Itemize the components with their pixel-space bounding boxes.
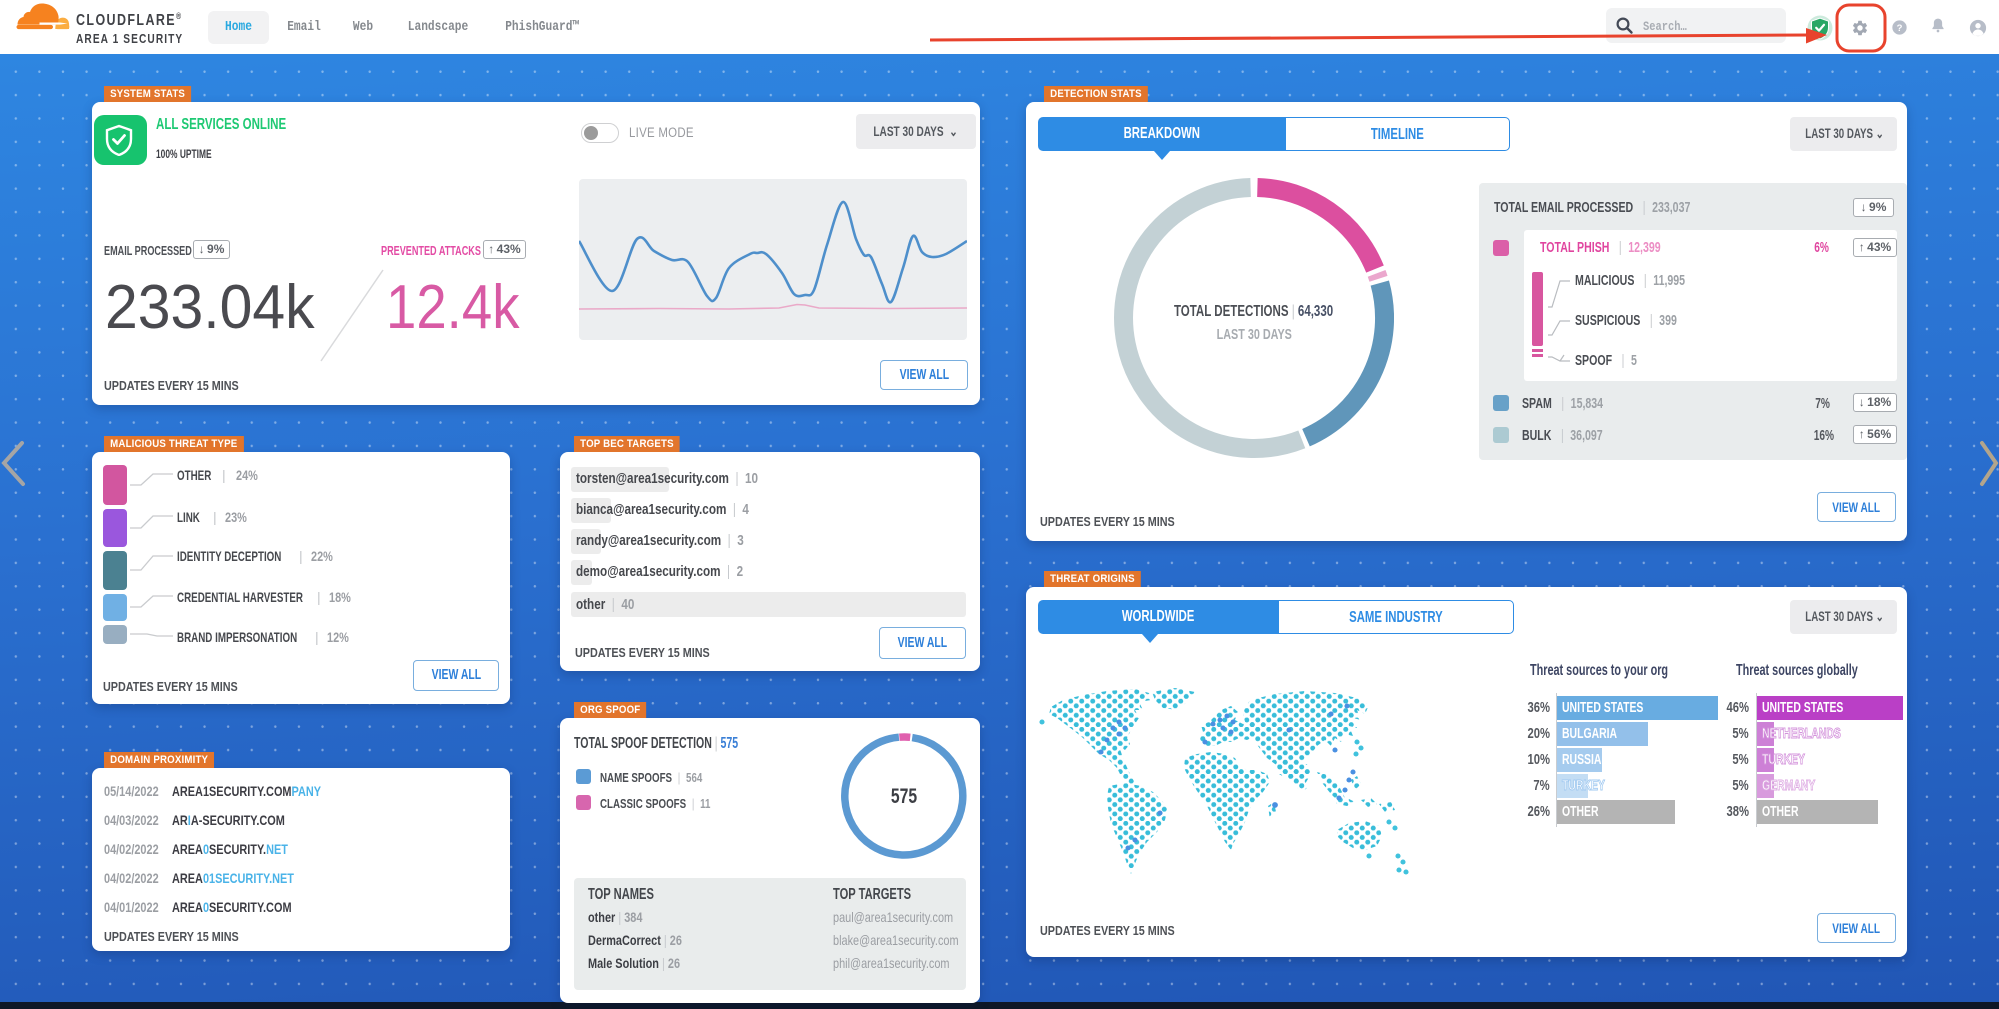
svg-text:?: ? xyxy=(1897,23,1903,34)
svg-text:575: 575 xyxy=(891,784,917,808)
